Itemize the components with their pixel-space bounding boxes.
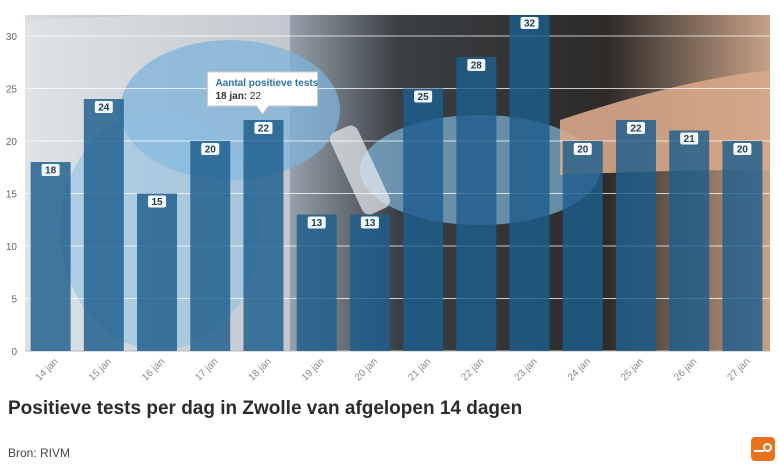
data-label: 22 <box>254 122 273 135</box>
data-label-box <box>467 59 486 71</box>
x-tick-label: 14 jan <box>34 356 61 383</box>
data-label-text: 15 <box>151 197 163 208</box>
tooltip: Aantal positieve tests 18 jan: 22 <box>206 71 319 115</box>
tooltip-date: 18 jan: <box>215 91 249 102</box>
x-tick-label: 18 jan <box>247 356 274 383</box>
data-label-text: 22 <box>630 124 642 135</box>
data-label-box <box>573 143 592 155</box>
data-label-text: 20 <box>577 145 589 156</box>
data-label: 20 <box>573 143 592 156</box>
bar <box>190 141 231 351</box>
data-label-box <box>733 143 752 155</box>
bar <box>615 120 656 351</box>
bar <box>403 88 444 351</box>
data-label-text: 18 <box>45 166 57 177</box>
data-label: 28 <box>467 59 486 72</box>
bar <box>456 57 497 351</box>
data-label-text: 13 <box>364 218 376 229</box>
data-label: 13 <box>307 216 326 229</box>
brand-logo-icon <box>751 437 775 461</box>
data-label-box <box>520 17 539 29</box>
x-tick-label: 15 jan <box>87 356 114 383</box>
data-label: 13 <box>360 216 379 229</box>
x-tick-label: 21 jan <box>406 356 433 383</box>
x-tick-label: 22 jan <box>459 356 486 383</box>
tooltip-box <box>206 71 318 115</box>
x-axis-ticks: 14 jan 15 jan 16 jan 17 jan 18 jan 19 jan 20 j… <box>34 356 753 383</box>
y-tick-label: 0 <box>11 347 17 358</box>
x-tick-label: 25 jan <box>619 356 646 383</box>
chart-title: Positieve tests per dag in Zwolle van af… <box>8 398 523 419</box>
bar <box>296 214 337 351</box>
x-tick-label: 26 jan <box>672 356 699 383</box>
data-label-box <box>148 195 167 208</box>
data-label-text: 25 <box>418 92 430 103</box>
x-tick-label: 23 jan <box>513 356 540 383</box>
bars <box>30 15 763 351</box>
data-label: 18 <box>41 164 60 177</box>
x-tick-label: 24 jan <box>566 356 593 383</box>
tooltip-value: 18 jan: 22 <box>215 91 261 102</box>
background-photo <box>25 15 770 351</box>
y-tick-label: 15 <box>6 190 18 201</box>
data-label-box <box>414 90 433 103</box>
data-label-text: 22 <box>258 124 270 135</box>
bar <box>509 15 550 351</box>
x-tick-label: 17 jan <box>193 356 220 383</box>
data-label-box <box>680 132 699 145</box>
x-tick-label: 19 jan <box>300 356 327 383</box>
data-label: 20 <box>201 143 220 156</box>
bar <box>669 130 710 351</box>
bar <box>562 141 603 351</box>
x-tick-label: 20 jan <box>353 356 380 383</box>
y-tick-label: 25 <box>6 85 18 96</box>
data-label-box <box>307 216 326 229</box>
data-label: 20 <box>733 143 752 156</box>
bar <box>83 99 124 351</box>
data-label-text: 20 <box>737 145 749 156</box>
bar-chart: 0 5 10 15 20 25 30 18 24 15 20 22 13 13 25 28 32 20 22 21 2… <box>6 15 770 383</box>
tooltip-number: 22 <box>250 91 262 102</box>
y-tick-label: 10 <box>6 242 18 253</box>
y-tick-label: 20 <box>6 137 18 148</box>
y-tick-label: 30 <box>6 32 18 43</box>
data-label-text: 28 <box>471 61 483 72</box>
source-label: Bron: RIVM <box>8 446 71 460</box>
tooltip-title: Aantal positieve tests <box>215 78 318 89</box>
data-label-box <box>360 216 379 229</box>
data-label-text: 20 <box>205 145 217 156</box>
data-label-text: 32 <box>524 19 536 30</box>
data-label-box <box>626 122 645 134</box>
data-label: 24 <box>94 101 113 114</box>
data-label-text: 21 <box>684 134 696 145</box>
x-tick-label: 27 jan <box>725 356 752 383</box>
data-label: 25 <box>414 90 433 103</box>
y-axis-ticks: 0 5 10 15 20 25 30 <box>6 32 18 358</box>
data-label: 32 <box>520 17 539 30</box>
data-label-box <box>201 143 220 155</box>
bar <box>243 120 284 351</box>
bar <box>30 162 71 351</box>
x-tick-label: 16 jan <box>140 356 167 383</box>
data-labels: 18 24 15 20 22 13 13 25 28 32 20 22 21 20 <box>41 17 752 229</box>
data-label-text: 24 <box>98 103 110 114</box>
data-label: 21 <box>680 132 699 145</box>
data-label: 22 <box>626 122 645 135</box>
data-label-box <box>254 122 273 134</box>
data-label-text: 13 <box>311 218 323 229</box>
bar <box>722 141 763 351</box>
data-label-box <box>41 164 60 176</box>
y-tick-label: 5 <box>11 295 17 306</box>
bar <box>137 193 178 351</box>
bar <box>349 214 390 351</box>
data-label-box <box>94 101 113 113</box>
data-label: 15 <box>148 195 167 208</box>
